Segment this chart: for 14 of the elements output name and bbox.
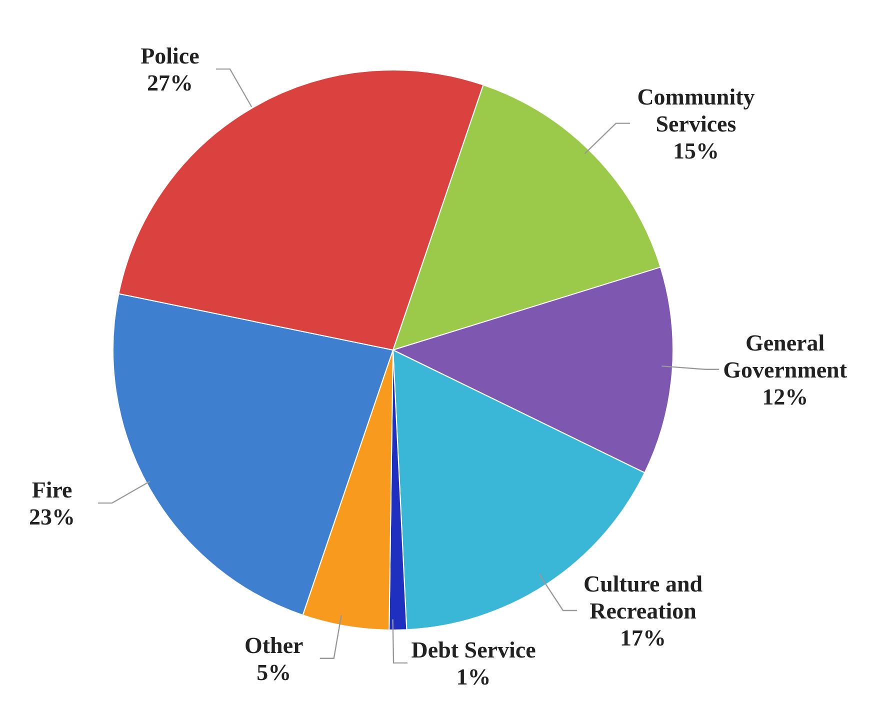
slice-label: Culture and Recreation xyxy=(584,571,703,624)
data-label: 23% xyxy=(29,504,76,530)
data-label: 15% xyxy=(672,138,719,164)
data-label: 1% xyxy=(456,664,491,690)
data-label: 27% xyxy=(146,70,193,96)
slice-label: General Government xyxy=(723,330,848,382)
slice-label: Debt Service xyxy=(411,637,536,662)
data-label: 12% xyxy=(762,384,808,410)
slice-label: Police xyxy=(140,44,200,69)
data-label: 17% xyxy=(620,625,666,650)
slice-label: Other xyxy=(244,632,304,658)
slice-label: Community Services xyxy=(637,84,756,136)
data-label: 5% xyxy=(256,660,292,685)
slice-label: Fire xyxy=(32,478,72,503)
